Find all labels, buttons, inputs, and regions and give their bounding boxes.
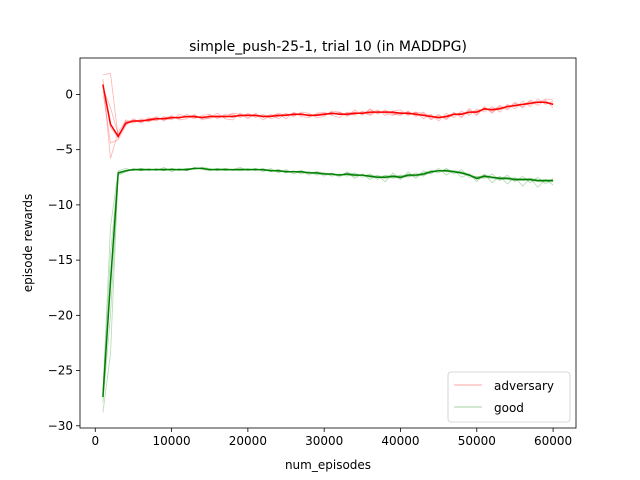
legend: adversary good (447, 371, 571, 423)
x-tick-label: 30000 (305, 434, 343, 448)
y-tick-label: 0 (65, 87, 73, 101)
x-axis-label: num_episodes (285, 458, 371, 472)
x-tick-label: 60000 (534, 434, 572, 448)
y-tick-label: −20 (48, 308, 73, 322)
legend-adversary-label: adversary (494, 379, 554, 393)
legend-good-label: good (494, 401, 524, 415)
y-axis: 0 −5 −10 −15 −20 −25 −30 (48, 87, 80, 433)
y-axis-label: episode rewards (21, 194, 35, 293)
good-mean-line (102, 167, 554, 398)
y-tick-label: −15 (48, 253, 73, 267)
y-tick-label: −5 (55, 143, 73, 157)
y-tick-label: −30 (48, 419, 73, 433)
adversary-mean-line (102, 84, 554, 138)
y-tick-label: −10 (48, 198, 73, 212)
x-tick-label: 0 (91, 434, 99, 448)
plot-area (102, 73, 554, 413)
x-tick-label: 40000 (381, 434, 419, 448)
legend-box (447, 371, 571, 423)
x-tick-label: 10000 (152, 434, 190, 448)
axes-frame (79, 57, 577, 429)
y-tick-label: −25 (48, 364, 73, 378)
x-tick-label: 20000 (229, 434, 267, 448)
x-tick-label: 50000 (458, 434, 496, 448)
x-axis: 0 10000 20000 30000 40000 50000 60000 (91, 428, 572, 448)
chart-title: simple_push-25-1, trial 10 (in MADDPG) (189, 39, 467, 55)
